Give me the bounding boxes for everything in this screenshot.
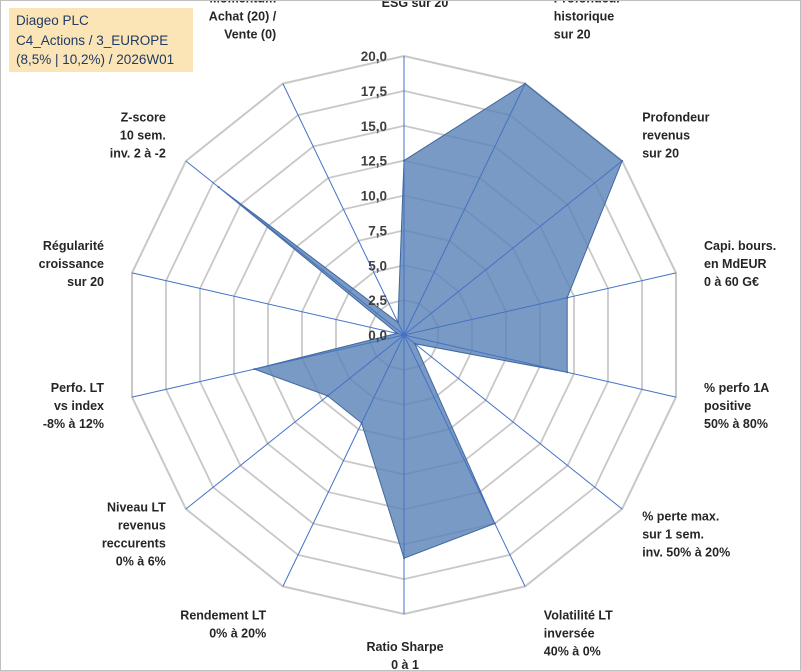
axis-spoke: [403, 160, 623, 336]
axis-spoke: [403, 334, 623, 510]
data-point: [621, 160, 624, 162]
chart-title-box: Diageo PLC C4_Actions / 3_EUROPE (8,5% |…: [9, 8, 193, 72]
category-label: Profondeur revenus sur 20: [642, 111, 709, 161]
data-point: [566, 296, 569, 299]
category-label: % perfo 1A positive 50% à 80%: [704, 381, 769, 431]
title-line-stats: (8,5% | 10,2%) / 2026W01: [16, 52, 175, 67]
tick-label: 12,5: [361, 154, 388, 169]
axis-spoke: [282, 83, 405, 336]
tick-label: 15,0: [361, 119, 387, 134]
tick-label: 2,5: [368, 293, 387, 308]
tick-label: 20,0: [361, 49, 387, 64]
axis-spoke: [403, 83, 526, 336]
category-label: % perte max. sur 1 sem. inv. 50% à 20%: [642, 510, 730, 560]
category-label: Perfo. LT vs index -8% à 12%: [43, 381, 105, 431]
category-label: Profondeurhistoriquesur 20: [554, 1, 621, 42]
data-point: [396, 321, 399, 324]
data-point: [253, 368, 256, 371]
axis-spoke: [185, 334, 405, 510]
axis-spoke: [185, 160, 405, 336]
data-point: [524, 82, 527, 85]
axis-spoke: [403, 334, 526, 587]
category-label: Ratio Sharpe 0 à 1: [366, 640, 443, 670]
axis-spoke: [131, 272, 405, 336]
category-label: Z-score 10 sem. inv. 2 à -2: [110, 111, 166, 161]
title-line-company: Diageo PLC: [16, 13, 89, 28]
data-point: [403, 557, 405, 560]
data-point: [217, 186, 220, 189]
tick-label: 7,5: [368, 223, 387, 238]
category-label: Niveau LT revenus reccurents 0% à 6%: [102, 501, 166, 569]
category-label: Régularité croissance sur 20: [39, 239, 104, 289]
category-label: Capi. bours. en MdEUR 0 à 60 G€: [704, 239, 776, 289]
axis-spoke: [403, 334, 677, 398]
tick-label: 10,0: [361, 189, 387, 204]
data-point: [403, 159, 405, 162]
category-label: NoteESG sur 20: [382, 1, 449, 10]
axis-spoke: [131, 334, 405, 398]
category-label: Volatilité LT inversée 40% à 0%: [544, 608, 613, 658]
axis-spoke: [403, 272, 677, 336]
series-area: [218, 82, 623, 559]
category-label: MomentumAchat (20) /Vente (0): [209, 1, 277, 42]
data-point: [413, 342, 416, 345]
tick-label: 5,0: [368, 258, 387, 273]
tick-label: 17,5: [361, 84, 388, 99]
data-point: [493, 522, 496, 525]
category-label: Rendement LT 0% à 20%: [180, 608, 266, 640]
data-point: [360, 422, 363, 424]
title-line-category: C4_Actions / 3_EUROPE: [16, 32, 169, 48]
data-point: [396, 332, 399, 335]
tick-label: 0,0: [368, 328, 387, 343]
axis-spoke: [282, 334, 405, 587]
data-point: [326, 394, 329, 397]
data-point: [566, 371, 569, 374]
